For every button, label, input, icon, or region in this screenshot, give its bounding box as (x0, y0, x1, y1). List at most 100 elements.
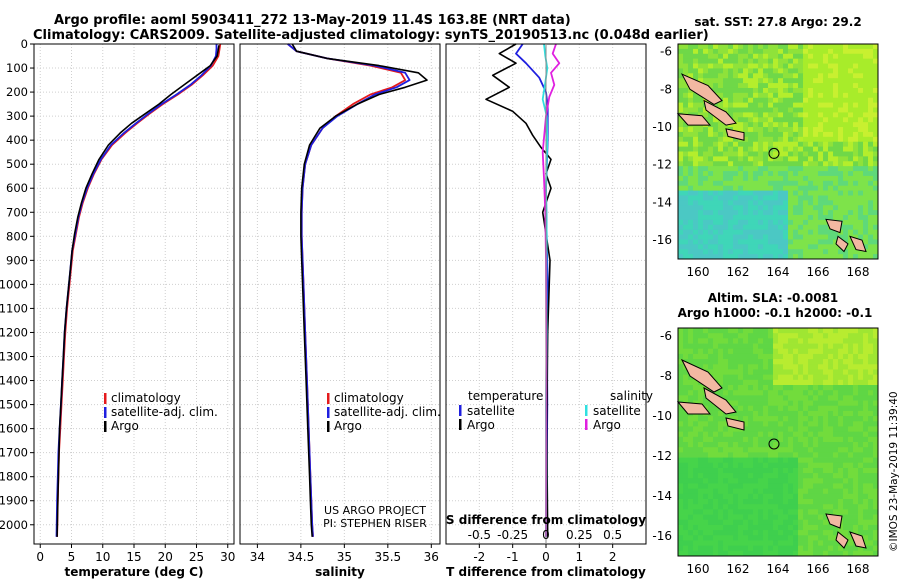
map-cell (873, 328, 879, 334)
map-cell (698, 97, 704, 104)
map-cell (753, 73, 759, 79)
map-cell (843, 395, 849, 401)
map-cell (773, 244, 779, 250)
map-cell (723, 416, 729, 422)
map-cell (693, 136, 699, 143)
map-cell (853, 161, 859, 167)
map-cell (843, 442, 849, 448)
map-cell (838, 102, 844, 108)
map-cell (778, 102, 784, 108)
map-cell (768, 136, 774, 143)
map-cell (743, 229, 749, 235)
map-cell (683, 58, 689, 64)
map-cell (713, 131, 719, 138)
map-cell (788, 395, 794, 401)
map-cell (763, 478, 769, 484)
map-cell (833, 348, 839, 355)
map-cell (703, 171, 709, 177)
map-cell (703, 353, 709, 360)
map-cell (713, 83, 719, 89)
map-cell (758, 224, 764, 231)
map-cell (758, 156, 764, 162)
map-cell (748, 457, 754, 464)
map-cell (733, 442, 739, 448)
map-cell (688, 205, 694, 211)
map-cell (728, 63, 734, 69)
map-cell (848, 215, 854, 221)
map-cell (808, 400, 814, 407)
map-cell (783, 359, 789, 365)
map-cell (873, 83, 879, 89)
map-cell (753, 379, 759, 386)
map-cell (773, 473, 779, 479)
map-cell (748, 504, 754, 510)
map-cell (868, 390, 874, 396)
map-cell (783, 488, 789, 495)
map-cell (798, 146, 804, 152)
map-cell (713, 127, 719, 133)
map-cell (733, 161, 739, 167)
map-cell (778, 462, 784, 469)
map-cell (773, 457, 779, 464)
map-cell (718, 68, 724, 74)
map-cell (703, 545, 709, 552)
map-cell (698, 395, 704, 401)
map-y-tick-label: -16 (652, 529, 672, 543)
map-cell (753, 190, 759, 196)
map-cell (803, 431, 809, 438)
map-cell (848, 78, 854, 84)
map-cell (738, 457, 744, 464)
map-cell (828, 509, 834, 515)
map-cell (693, 447, 699, 453)
map-cell (843, 146, 849, 152)
map-cell (738, 509, 744, 515)
map-cell (793, 63, 799, 69)
map-cell (728, 53, 734, 60)
map-cell (798, 215, 804, 221)
map-cell (773, 185, 779, 191)
y-tick-label: 1000 (0, 277, 28, 291)
map-cell (863, 447, 869, 453)
island-shape (825, 513, 843, 529)
map-cell (728, 328, 734, 334)
map-cell (723, 359, 729, 365)
map-cell (753, 175, 759, 182)
map-cell (833, 457, 839, 464)
map-cell (678, 78, 684, 84)
map-cell (693, 452, 699, 458)
map-cell (758, 180, 764, 187)
map-cell (718, 215, 724, 221)
map-cell (763, 524, 769, 531)
map-cell (743, 535, 749, 541)
map-cell (803, 234, 809, 240)
map-cell (848, 102, 854, 108)
map-cell (873, 514, 879, 521)
map-cell (683, 53, 689, 60)
y-tick-label: 600 (6, 181, 28, 195)
map-cell (838, 509, 844, 515)
map-cell (753, 131, 759, 138)
map-cell (808, 141, 814, 148)
map-cell (708, 53, 714, 60)
map-cell (728, 210, 734, 216)
map-cell (763, 146, 769, 152)
map-cell (818, 210, 824, 216)
map-cell (738, 483, 744, 490)
map-cell (868, 239, 874, 245)
map-cell (858, 530, 864, 536)
map-cell (728, 185, 734, 191)
map-cell (708, 338, 714, 344)
map-cell (713, 122, 719, 128)
map-cell (858, 210, 864, 216)
map-cell (758, 127, 764, 133)
map-cell (768, 190, 774, 196)
map-cell (823, 405, 829, 412)
map-cell (873, 205, 879, 211)
map-cell (753, 224, 759, 231)
map-cell (768, 390, 774, 396)
map-cell (798, 519, 804, 526)
map-cell (853, 215, 859, 221)
map-cell (813, 540, 819, 547)
map-cell (803, 83, 809, 89)
map-cell (868, 452, 874, 458)
